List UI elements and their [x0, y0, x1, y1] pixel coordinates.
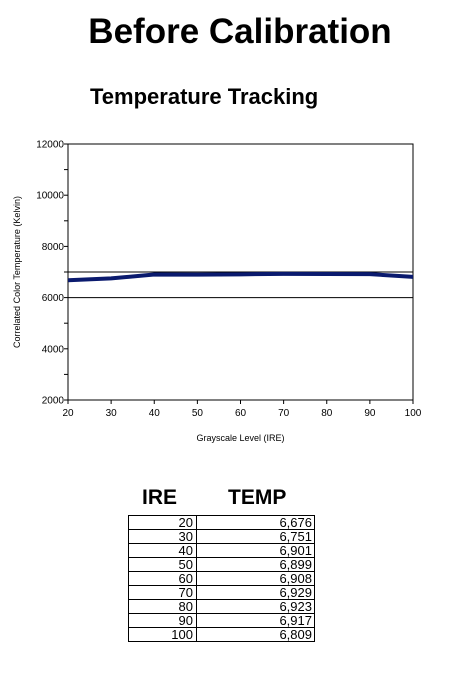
table-row: 100 6,809: [128, 627, 315, 642]
x-axis-label: Grayscale Level (IRE): [196, 433, 284, 443]
table-row: 50 6,899: [128, 557, 315, 572]
y-axis-label: Correlated Color Temperature (Kelvin): [12, 196, 22, 348]
ire-cell: 60: [128, 571, 197, 586]
header-ire: IRE: [142, 486, 178, 509]
table-row: 20 6,676: [128, 515, 315, 530]
temp-cell: 6,901: [196, 543, 315, 558]
y-tick-label: 10000: [36, 191, 64, 202]
temp-cell: 6,809: [196, 627, 315, 642]
x-tick-label: 40: [149, 408, 161, 419]
temp-cell: 6,923: [196, 599, 315, 614]
temp-cell: 6,908: [196, 571, 315, 586]
ire-cell: 80: [128, 599, 197, 614]
y-tick-label: 4000: [42, 344, 65, 355]
temp-cell: 6,899: [196, 557, 315, 572]
data-table: 20 6,676 30 6,751 40 6,901 50 6,899 60 6,908 70 6,9…: [128, 515, 315, 642]
x-tick-label: 70: [278, 408, 290, 419]
ire-cell: 70: [128, 585, 197, 600]
y-tick-label: 8000: [42, 242, 65, 253]
ire-cell: 40: [128, 543, 197, 558]
ire-cell: 50: [128, 557, 197, 572]
chart-title: Temperature Tracking: [90, 84, 319, 109]
temp-cell: 6,917: [196, 613, 315, 628]
x-tick-label: 90: [364, 408, 376, 419]
y-tick-label: 2000: [42, 396, 65, 407]
ire-cell: 20: [128, 515, 197, 530]
header-temp: TEMP: [228, 486, 287, 509]
page-title: Before Calibration: [88, 12, 392, 51]
y-tick-label: 12000: [36, 140, 64, 151]
y-tick-label: 6000: [42, 293, 65, 304]
ire-cell: 90: [128, 613, 197, 628]
temp-cell: 6,929: [196, 585, 315, 600]
temp-cell: 6,751: [196, 529, 315, 544]
table-row: 30 6,751: [128, 529, 315, 544]
table-row: 60 6,908: [128, 571, 315, 586]
x-tick-label: 20: [62, 408, 74, 419]
temp-cell: 6,676: [196, 515, 315, 530]
x-tick-label: 50: [192, 408, 204, 419]
x-tick-label: 100: [405, 408, 422, 419]
x-tick-label: 30: [106, 408, 118, 419]
table-row: 40 6,901: [128, 543, 315, 558]
x-tick-label: 80: [321, 408, 333, 419]
table-row: 90 6,917: [128, 613, 315, 628]
table-row: 70 6,929: [128, 585, 315, 600]
table-row: 80 6,923: [128, 599, 315, 614]
temperature-chart: 2000 4000 6000 8000 10000 12000 20 30 40 50 60 70 80…: [12, 140, 422, 444]
x-tick-label: 60: [235, 408, 247, 419]
ire-cell: 100: [128, 627, 197, 642]
ire-cell: 30: [128, 529, 197, 544]
series-line: [67, 271, 414, 283]
